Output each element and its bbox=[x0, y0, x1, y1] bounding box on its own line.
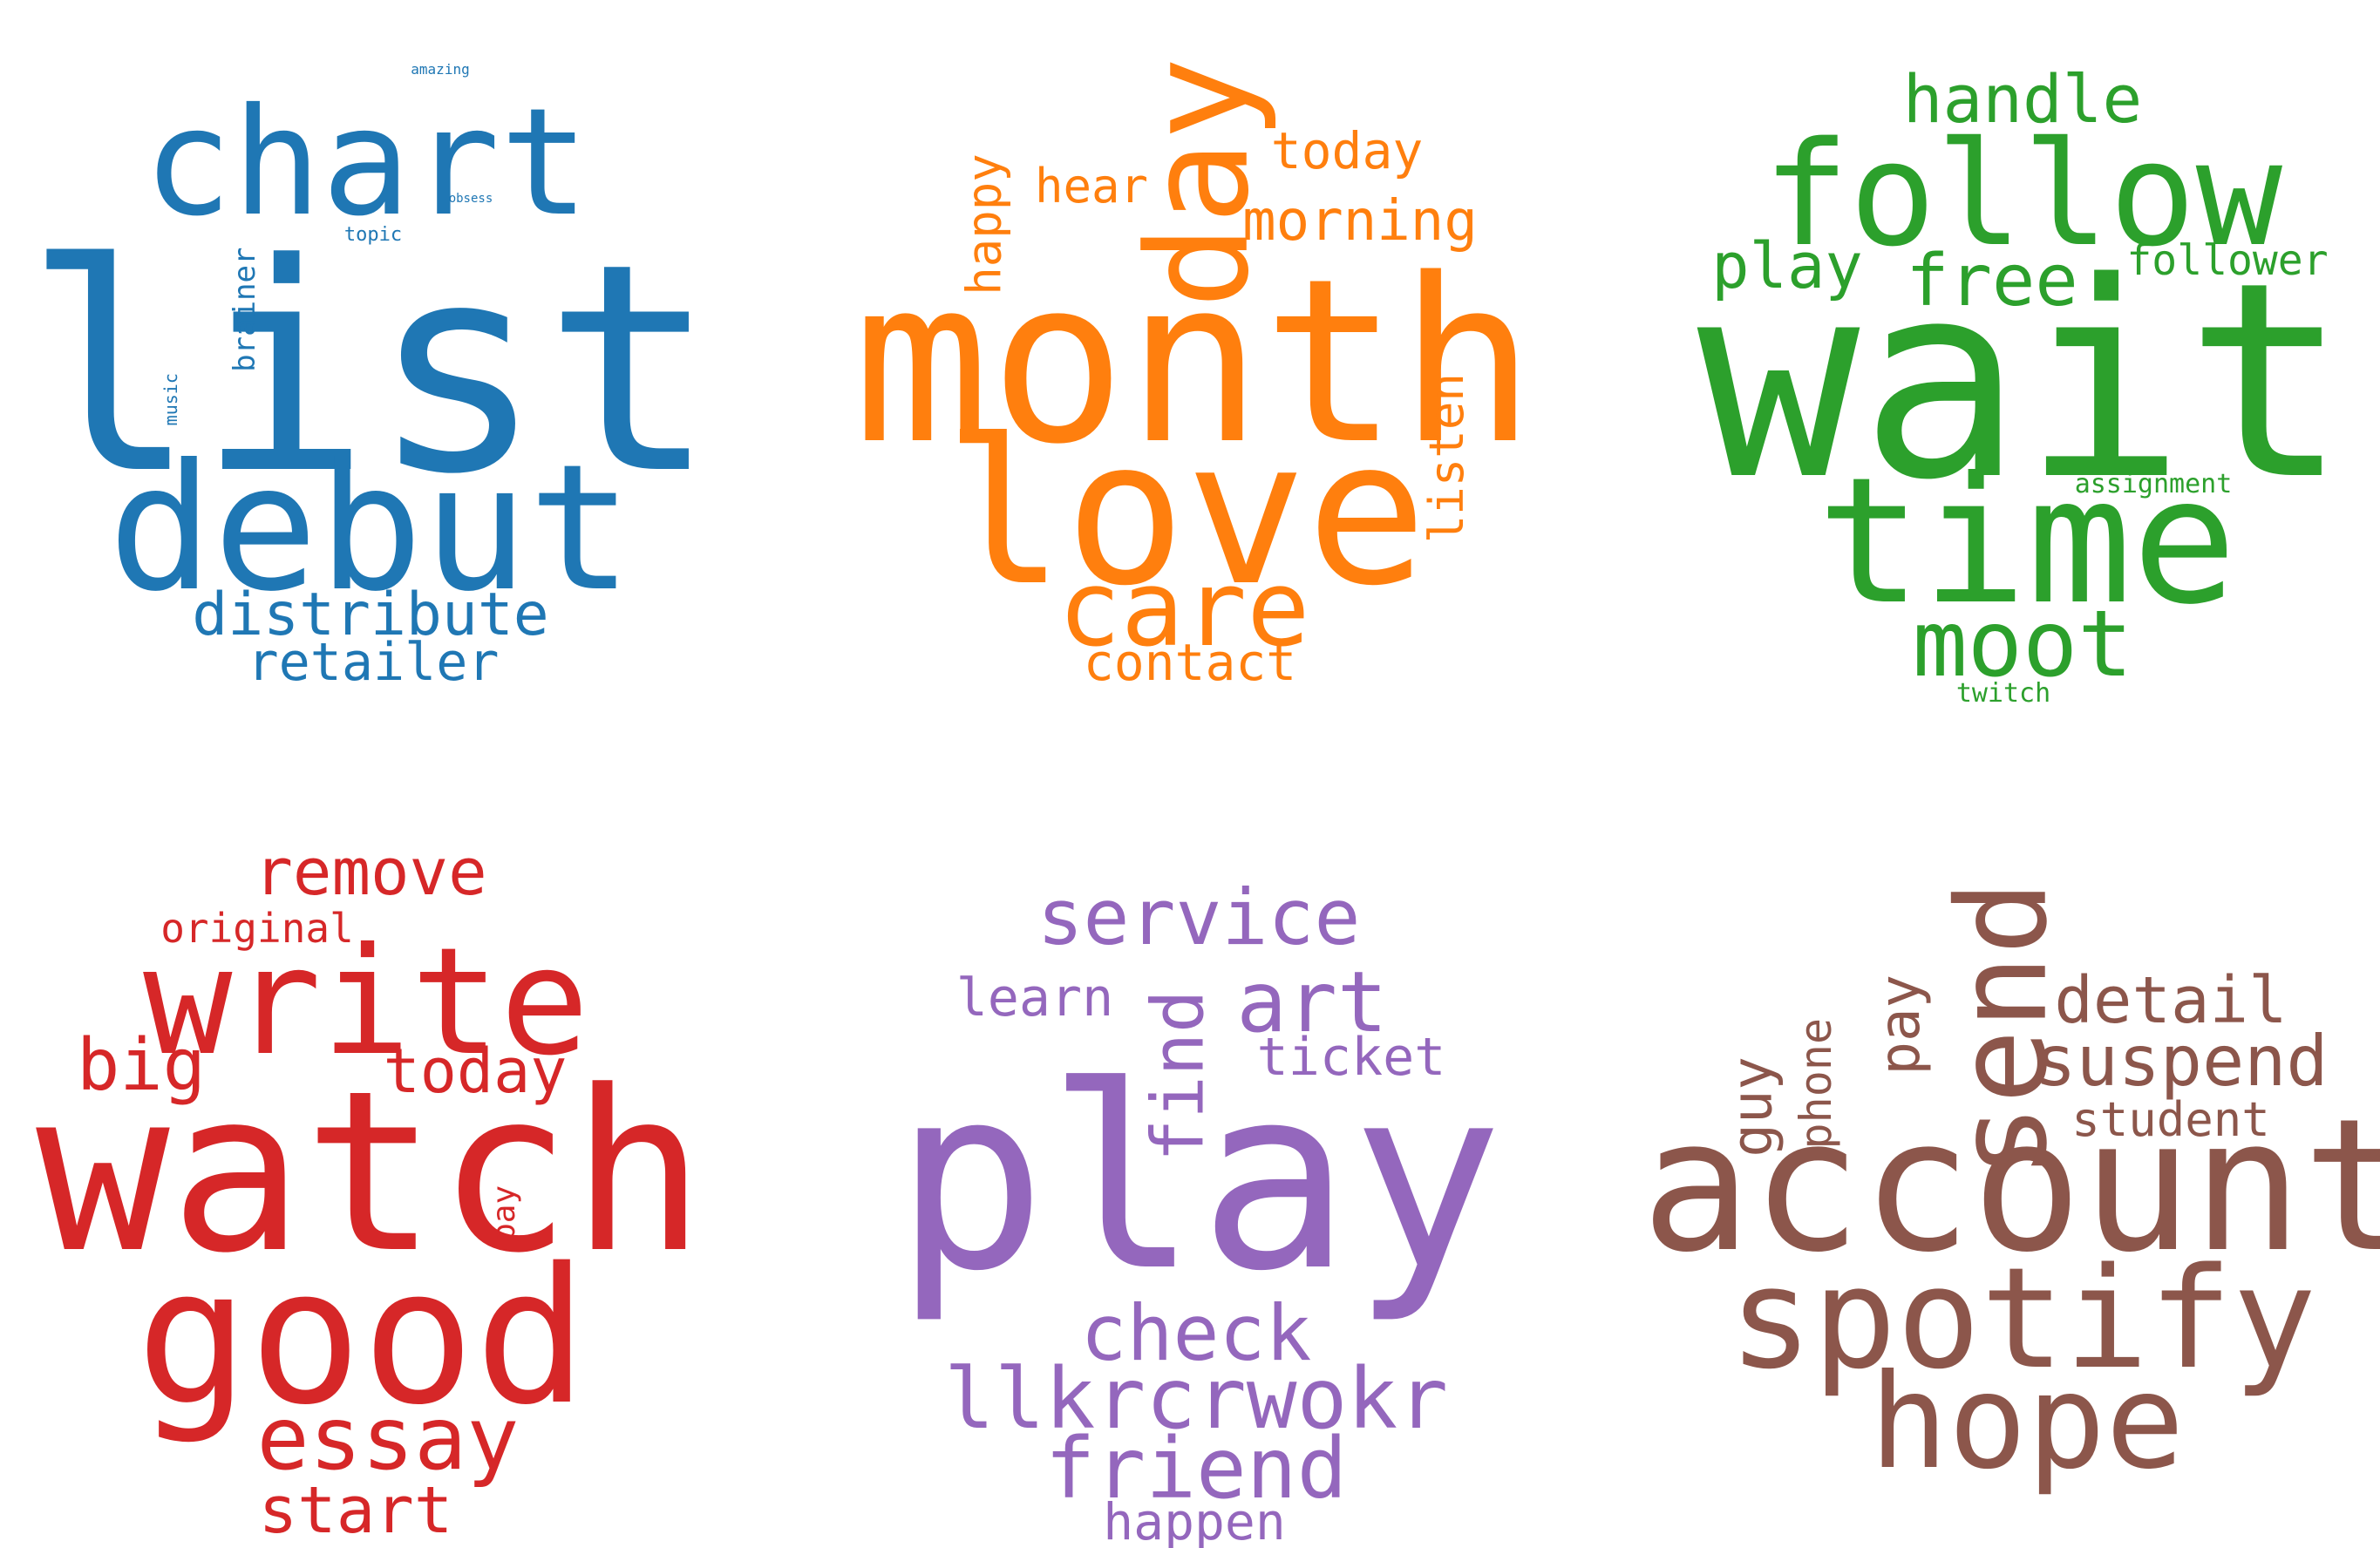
word-cloud-6: account spotify hope send detail suspend… bbox=[1587, 774, 2380, 1548]
word: original bbox=[160, 905, 354, 952]
word: amazing bbox=[411, 61, 469, 78]
word-cloud-6-canvas: account spotify hope send detail suspend… bbox=[1641, 880, 2380, 1498]
word: free bbox=[1906, 240, 2077, 322]
word: student bbox=[2071, 1092, 2270, 1147]
word-cloud-5: play service art learn ticket find check… bbox=[793, 774, 1587, 1548]
word: assignment bbox=[2075, 469, 2233, 499]
word: listen bbox=[1419, 373, 1474, 543]
word: good bbox=[136, 1227, 588, 1446]
word: happy bbox=[957, 153, 1012, 295]
word: ticket bbox=[1257, 1027, 1446, 1088]
word: day bbox=[1117, 57, 1280, 309]
word: list bbox=[24, 202, 717, 537]
word: today bbox=[384, 1035, 568, 1107]
word: watch bbox=[36, 1043, 705, 1302]
word-cloud-2: month love day care contact morning toda… bbox=[793, 0, 1587, 774]
word-cloud-5-canvas: play service art learn ticket find check… bbox=[894, 872, 1503, 1548]
word: wait bbox=[1697, 225, 2349, 540]
word: service bbox=[1037, 872, 1361, 962]
word: find bbox=[1138, 990, 1221, 1162]
word-cloud-2-canvas: month love day care contact morning toda… bbox=[853, 57, 1536, 692]
word: today bbox=[1271, 121, 1424, 180]
word: play bbox=[1711, 229, 1862, 302]
word: pay bbox=[1868, 974, 1933, 1076]
word-cloud-1-canvas: list chart debut distribute retailer bra… bbox=[24, 61, 717, 693]
word: retailer bbox=[248, 632, 500, 693]
word: hear bbox=[1035, 159, 1148, 214]
word: contact bbox=[1084, 633, 1296, 692]
word: friend bbox=[1045, 1420, 1348, 1517]
word: account bbox=[1641, 1079, 2380, 1293]
word: distribute bbox=[192, 580, 548, 649]
word: play bbox=[894, 1033, 1503, 1327]
word: send bbox=[1931, 880, 2075, 1178]
word: morning bbox=[1242, 189, 1478, 254]
word: month bbox=[853, 231, 1536, 494]
word: debut bbox=[108, 427, 633, 630]
word: happen bbox=[1103, 1492, 1286, 1548]
word: follower bbox=[2126, 236, 2328, 285]
word-cloud-4-canvas: watch write good essay start remove big … bbox=[36, 835, 705, 1548]
word-cloud-3-canvas: wait follow time moot handle free play f… bbox=[1697, 60, 2349, 709]
word: suspend bbox=[2034, 1021, 2328, 1102]
word: llkrcrwokr bbox=[944, 1350, 1448, 1448]
word: care bbox=[1058, 549, 1310, 670]
word: handle bbox=[1903, 60, 2143, 138]
word: moot bbox=[1913, 591, 2133, 697]
word: write bbox=[143, 916, 589, 1089]
word: guy bbox=[1720, 1056, 1785, 1158]
word: learn bbox=[956, 968, 1114, 1029]
word: phone bbox=[1791, 1018, 1841, 1150]
word: art bbox=[1236, 954, 1387, 1051]
word: topic bbox=[344, 224, 402, 246]
word: essay bbox=[256, 1388, 519, 1490]
word: follow bbox=[1763, 111, 2283, 278]
word: big bbox=[77, 1024, 206, 1107]
word-cloud-1: list chart debut distribute retailer bra… bbox=[0, 0, 793, 774]
word: chart bbox=[143, 77, 589, 249]
word: time bbox=[1817, 440, 2237, 643]
word: hope bbox=[1869, 1347, 2184, 1498]
word: spotify bbox=[1729, 1237, 2316, 1400]
word-cloud-3: wait follow time moot handle free play f… bbox=[1587, 0, 2380, 774]
word: pay bbox=[486, 1185, 522, 1242]
word: music bbox=[160, 373, 181, 425]
word: love bbox=[944, 397, 1427, 630]
word: brainer bbox=[228, 248, 262, 372]
word: obsess bbox=[449, 192, 493, 206]
word: check bbox=[1081, 1288, 1312, 1378]
word: twitch bbox=[1956, 678, 2050, 709]
word: remove bbox=[254, 835, 486, 910]
word: start bbox=[259, 1473, 453, 1548]
word-cloud-4: watch write good essay start remove big … bbox=[0, 774, 793, 1548]
word: detail bbox=[2054, 963, 2287, 1038]
